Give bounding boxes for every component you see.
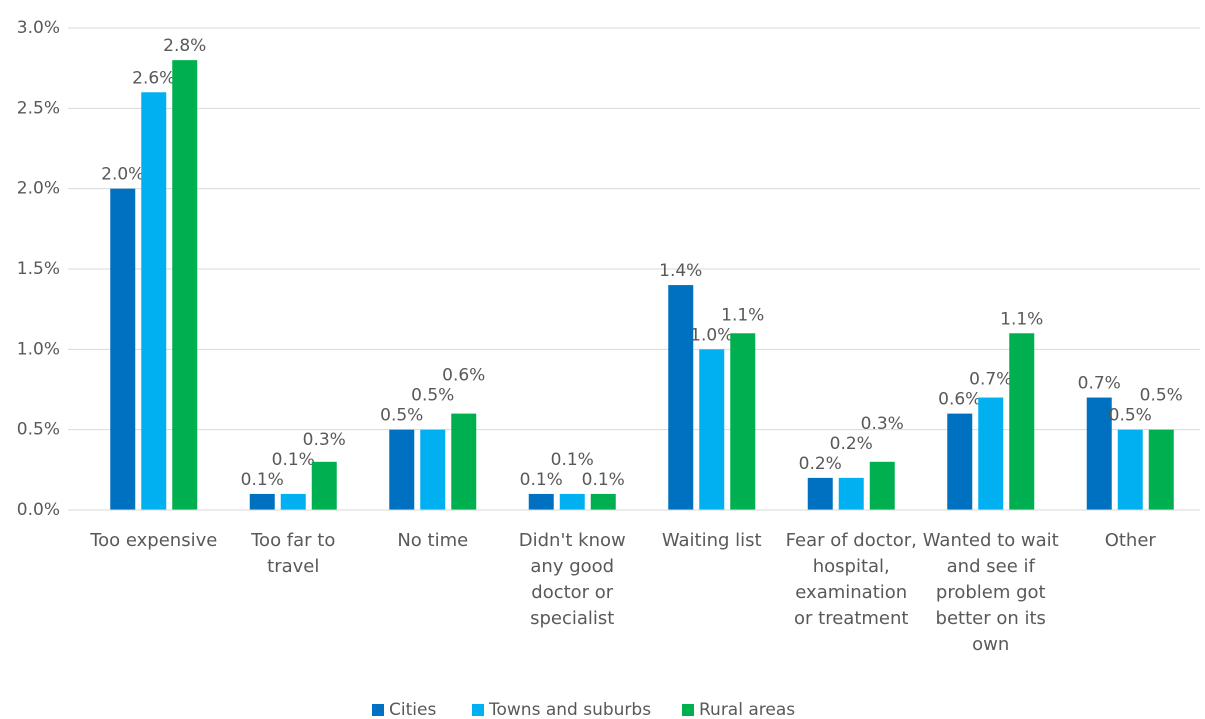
data-label: 0.7% <box>969 370 1012 390</box>
bar <box>1148 429 1174 510</box>
bar <box>838 477 864 510</box>
y-tick-label: 0.0% <box>17 500 60 520</box>
bar <box>869 461 895 510</box>
data-label: 0.3% <box>303 430 346 450</box>
x-tick-label: Too far to travel <box>251 530 336 577</box>
data-label: 1.1% <box>1000 309 1043 329</box>
y-tick-label: 1.0% <box>17 339 60 359</box>
data-label: 0.1% <box>551 450 594 470</box>
data-label: 1.1% <box>721 305 764 325</box>
data-label: 2.8% <box>163 36 206 56</box>
x-tick-label: No time <box>397 530 469 551</box>
legend-label: Towns and suburbs <box>488 700 651 719</box>
data-label: 2.0% <box>101 165 144 185</box>
bar <box>1009 333 1035 510</box>
bar <box>807 477 833 510</box>
bar <box>668 285 694 510</box>
data-label: 0.5% <box>411 386 454 406</box>
bar <box>590 493 616 510</box>
data-label: 0.5% <box>1109 406 1152 426</box>
bar <box>172 60 198 511</box>
data-label: 0.6% <box>938 390 981 410</box>
data-label: 1.4% <box>659 261 702 281</box>
bar <box>311 461 337 510</box>
legend-label: Rural areas <box>699 700 795 719</box>
legend-label: Cities <box>389 700 436 719</box>
bar <box>699 349 725 510</box>
bar <box>280 493 306 510</box>
x-tick-label: Fear of doctor, hospital, examination or… <box>785 530 917 629</box>
data-label: 0.1% <box>272 450 315 470</box>
bar <box>947 413 973 510</box>
bar <box>978 397 1004 510</box>
data-label: 0.6% <box>442 366 485 386</box>
x-tick-label: Other <box>1104 530 1156 551</box>
y-tick-label: 2.5% <box>17 98 60 118</box>
legend-swatch <box>372 704 384 716</box>
bar <box>249 493 275 510</box>
x-tick-label: Didn't know any good doctor or specialis… <box>518 530 626 629</box>
data-label: 0.1% <box>520 470 563 490</box>
x-tick-label: Waiting list <box>661 530 762 551</box>
bar <box>730 333 756 510</box>
y-tick-label: 1.5% <box>17 259 60 279</box>
bar <box>559 493 585 510</box>
data-label: 0.3% <box>861 414 904 434</box>
data-label: 2.6% <box>132 68 175 88</box>
data-label: 1.0% <box>690 325 733 345</box>
data-label: 0.2% <box>799 454 842 474</box>
bar <box>420 429 446 510</box>
y-tick-label: 2.0% <box>17 179 60 199</box>
data-label: 0.2% <box>830 434 873 454</box>
y-tick-label: 0.5% <box>17 420 60 440</box>
bar <box>110 188 136 510</box>
data-label: 0.1% <box>582 470 625 490</box>
bar <box>1117 429 1143 510</box>
x-tick-label: Wanted to wait and see if problem got be… <box>922 530 1059 655</box>
data-label: 0.7% <box>1078 374 1121 394</box>
bar <box>451 413 477 510</box>
bar <box>1086 397 1112 510</box>
bar <box>141 92 167 511</box>
y-tick-label: 3.0% <box>17 18 60 38</box>
bar <box>389 429 415 510</box>
data-label: 0.5% <box>1140 386 1183 406</box>
legend-swatch <box>682 704 694 716</box>
data-label: 0.1% <box>241 470 284 490</box>
bar <box>528 493 554 510</box>
data-label: 0.5% <box>380 406 423 426</box>
legend-swatch <box>472 704 484 716</box>
x-tick-label: Too expensive <box>90 530 218 551</box>
